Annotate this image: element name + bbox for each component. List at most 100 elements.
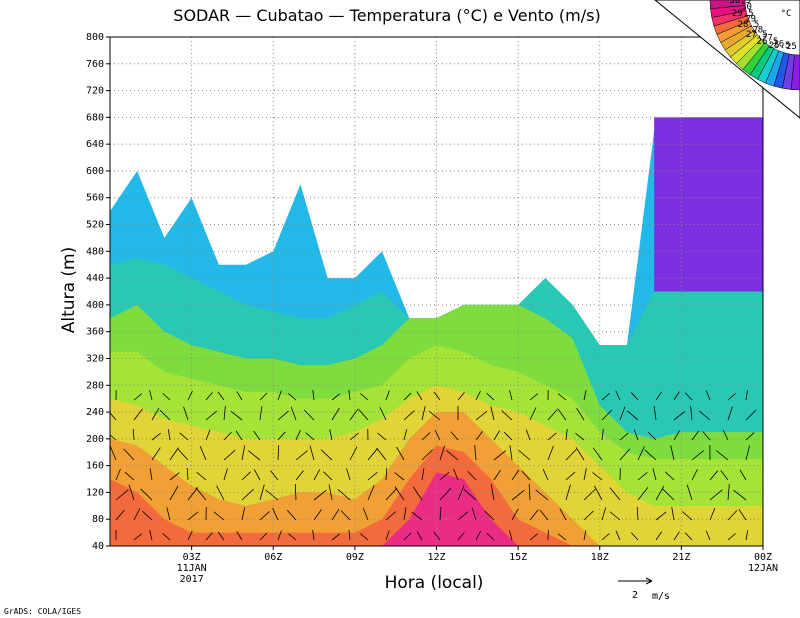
wind-arrow <box>433 391 441 401</box>
wind-arrow <box>236 531 243 541</box>
colorbar-label: 29.5 <box>732 9 754 19</box>
wind-arrow <box>151 407 160 421</box>
wind-arrow <box>187 487 199 501</box>
colorbar-label: 26 <box>773 39 784 49</box>
wind-arrow <box>565 429 568 441</box>
colorbar-label: 28 <box>752 25 763 35</box>
wind-arrow <box>733 489 747 501</box>
wind-arrow <box>709 507 716 521</box>
wind-arrow <box>379 407 387 421</box>
wind-arrow <box>394 486 405 501</box>
x-tick-sublabel: 11JAN <box>177 563 207 574</box>
wind-arrow <box>169 485 179 501</box>
wind-arrow <box>287 510 297 521</box>
wind-arrow <box>186 468 189 481</box>
y-tick-label: 440 <box>86 273 104 284</box>
wind-arrow <box>421 406 426 421</box>
wind-arrow <box>631 392 639 401</box>
wind-arrow <box>738 508 747 521</box>
wind-arrow <box>313 509 322 521</box>
wind-arrow <box>241 507 246 521</box>
wind-arrow <box>187 530 193 541</box>
wind-arrow <box>601 393 610 401</box>
wind-arrow <box>236 391 243 401</box>
wind-arrow <box>329 429 333 441</box>
wind-arrow <box>705 390 711 401</box>
wind-arrow <box>716 450 729 461</box>
credit-text: GrADS: COLA/IGES <box>4 607 81 616</box>
wind-arrow <box>583 530 587 541</box>
wind-arrow <box>673 391 680 401</box>
wind-arrow <box>644 449 657 461</box>
wind-arrow <box>439 445 446 461</box>
wind-arrow <box>199 446 207 461</box>
wind-arrow <box>253 430 261 441</box>
wind-arrow <box>265 489 279 501</box>
wind-arrow <box>241 471 251 481</box>
wind-arrow <box>416 391 423 401</box>
chart-title: SODAR — Cubatao — Temperatura (°C) e Ven… <box>173 6 600 25</box>
wind-arrow <box>162 532 171 541</box>
wind-arrow <box>662 488 675 501</box>
wind-arrow <box>475 430 483 441</box>
wind-arrow <box>213 511 225 521</box>
wind-arrow <box>290 406 297 421</box>
wind-arrow <box>615 530 621 541</box>
wind-arrow <box>471 507 477 521</box>
wind-arrow <box>288 393 297 401</box>
wind-arrow <box>253 469 261 481</box>
wind-arrow <box>360 533 369 541</box>
colorbar-label: 30.5 <box>729 0 751 6</box>
wind-arrow <box>518 449 531 461</box>
wind-arrow <box>739 469 747 481</box>
y-tick-label: 320 <box>86 353 104 364</box>
x-tick-label: 12Z <box>427 552 445 563</box>
wind-arrow <box>619 432 629 441</box>
wind-arrow <box>609 487 621 501</box>
wind-arrow <box>169 447 179 461</box>
gridlines <box>110 37 763 546</box>
wind-arrow <box>328 484 333 501</box>
wind-arrow <box>557 393 567 401</box>
wind-arrow <box>722 429 729 441</box>
wind-arrow <box>575 432 585 441</box>
wind-arrow <box>434 429 441 441</box>
wind-arrow <box>727 510 738 521</box>
wind-arrow <box>421 432 431 441</box>
wind-arrow <box>123 448 135 461</box>
wind-arrow <box>259 532 268 541</box>
wind-arrow <box>259 511 270 521</box>
wind-arrow <box>619 406 626 421</box>
wind-arrow <box>183 406 189 421</box>
wind-arrow <box>745 432 755 441</box>
wind-arrow <box>115 489 129 501</box>
wind-scale: 2 m/s <box>618 577 670 602</box>
wind-arrow <box>295 470 304 481</box>
wind-arrow <box>241 488 254 501</box>
wind-arrow <box>421 468 425 481</box>
colorbar-label: 25.5 <box>769 41 791 51</box>
wind-arrow <box>140 488 153 501</box>
wind-arrow <box>655 485 665 501</box>
y-tick-label: 600 <box>86 166 104 177</box>
wind-arrow <box>216 485 225 501</box>
x-tick-label: 09Z <box>346 552 364 563</box>
wind-arrow <box>385 511 397 521</box>
wind-arrow <box>169 472 180 481</box>
wind-arrow <box>151 447 161 461</box>
wind-arrow <box>463 489 477 501</box>
wind-arrow <box>745 390 748 401</box>
wind-arrow <box>508 530 513 541</box>
colorbar-label: 30 <box>741 3 752 13</box>
wind-arrow <box>223 406 226 421</box>
wind-arrow <box>511 508 519 521</box>
wind-arrow <box>457 485 465 501</box>
wind-arrow <box>439 488 452 501</box>
wind-arrow <box>486 392 495 401</box>
wind-arrow <box>346 468 351 481</box>
wind-arrow <box>592 447 603 461</box>
wind-arrow <box>630 532 639 541</box>
y-tick-label: 640 <box>86 139 104 150</box>
